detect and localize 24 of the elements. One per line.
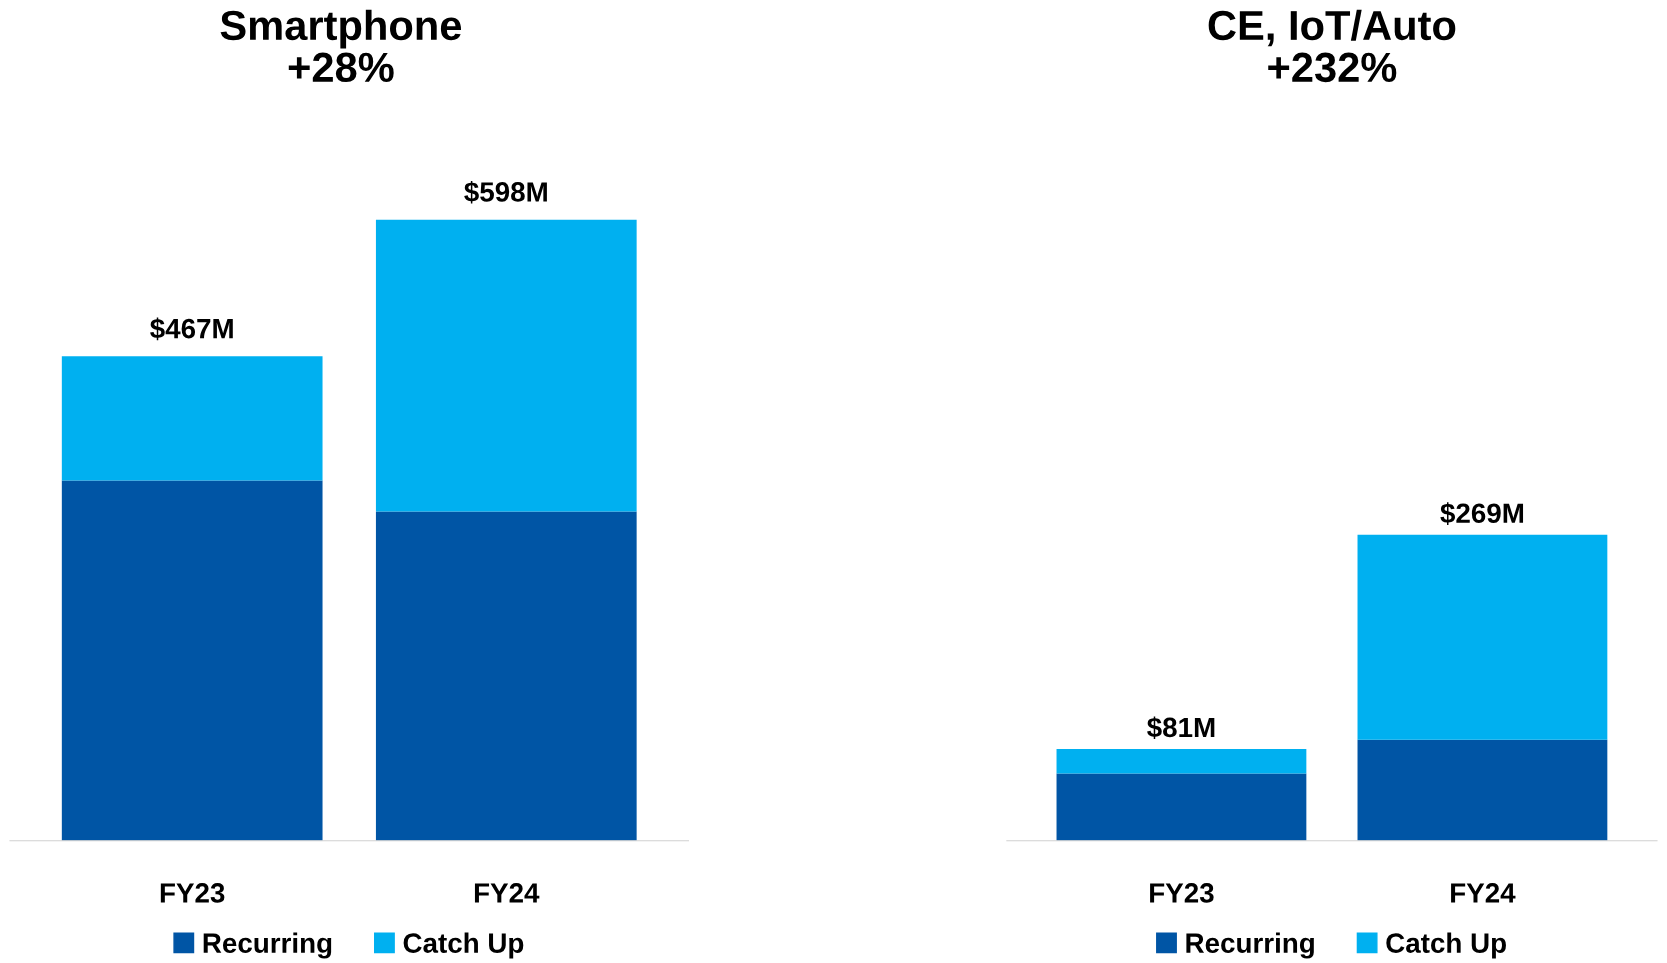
bar (1056, 748, 1307, 774)
annotation: $598M (464, 180, 547, 204)
x-tick-label: FY23 (1150, 883, 1214, 903)
bar (375, 219, 637, 512)
chart-title: Smartphone (220, 9, 462, 49)
x-tick-label: FY23 (160, 883, 225, 903)
x-tick-label: FY24 (474, 883, 540, 903)
legend-label: Recurring (203, 932, 332, 959)
bar (375, 511, 637, 841)
bar (1357, 534, 1608, 740)
annotation: $269M (1440, 502, 1524, 525)
legend-label: Catch Up (403, 932, 524, 959)
bar (61, 480, 323, 841)
annotation: $467M (150, 317, 233, 341)
chart-title: CE, IoT/Auto (1208, 9, 1456, 47)
bar (1056, 773, 1307, 841)
annotation: $81M (1147, 716, 1215, 740)
chart-subtitle: +232% (1268, 52, 1397, 83)
chart-subtitle: +28% (288, 52, 394, 83)
bar (1357, 739, 1608, 841)
legend-label: Recurring (1186, 932, 1314, 959)
bar (61, 356, 323, 481)
legend-label: Catch Up (1386, 932, 1506, 959)
x-tick-label: FY24 (1451, 883, 1516, 903)
